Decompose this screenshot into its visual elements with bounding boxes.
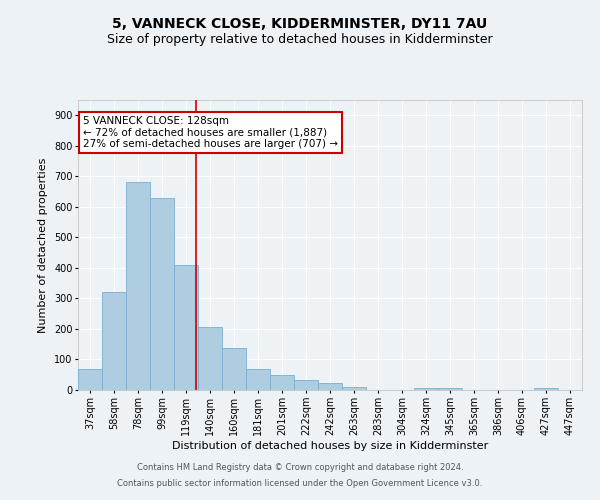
Bar — [126, 182, 150, 390]
Bar — [198, 327, 222, 390]
Bar — [318, 384, 342, 390]
Bar — [270, 376, 294, 390]
Bar — [438, 388, 462, 390]
Bar — [102, 292, 126, 390]
Bar — [78, 368, 102, 390]
Bar — [150, 198, 174, 390]
X-axis label: Distribution of detached houses by size in Kidderminster: Distribution of detached houses by size … — [172, 440, 488, 450]
Text: Contains public sector information licensed under the Open Government Licence v3: Contains public sector information licen… — [118, 478, 482, 488]
Text: Contains HM Land Registry data © Crown copyright and database right 2024.: Contains HM Land Registry data © Crown c… — [137, 464, 463, 472]
Bar — [342, 387, 366, 390]
Bar — [246, 368, 270, 390]
Y-axis label: Number of detached properties: Number of detached properties — [38, 158, 49, 332]
Bar — [222, 348, 246, 390]
Text: 5 VANNECK CLOSE: 128sqm
← 72% of detached houses are smaller (1,887)
27% of semi: 5 VANNECK CLOSE: 128sqm ← 72% of detache… — [83, 116, 338, 149]
Bar — [414, 388, 438, 390]
Bar — [534, 388, 558, 390]
Text: Size of property relative to detached houses in Kidderminster: Size of property relative to detached ho… — [107, 32, 493, 46]
Text: 5, VANNECK CLOSE, KIDDERMINSTER, DY11 7AU: 5, VANNECK CLOSE, KIDDERMINSTER, DY11 7A… — [112, 18, 488, 32]
Bar — [294, 380, 318, 390]
Bar — [174, 265, 198, 390]
